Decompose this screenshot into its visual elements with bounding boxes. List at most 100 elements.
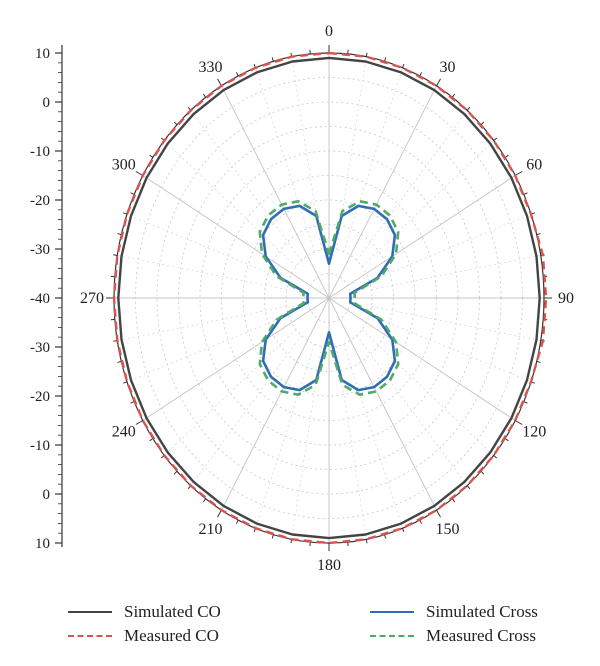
angle-tick-mark xyxy=(117,360,122,363)
angle-tick-mark xyxy=(402,63,405,68)
grid-spoke xyxy=(328,175,516,299)
legend-label: Measured CO xyxy=(124,626,219,645)
angle-tick-mark xyxy=(493,455,498,459)
series-line-measured-co xyxy=(112,51,548,545)
radial-tick-label: -30 xyxy=(30,340,50,356)
angle-tick-label: 30 xyxy=(440,59,456,76)
grid-spoke xyxy=(221,297,330,511)
angle-tick-mark xyxy=(466,485,471,490)
angle-tick-mark xyxy=(514,420,523,425)
angle-tick-label: 330 xyxy=(199,59,223,76)
angle-tick-mark xyxy=(436,78,441,87)
radial-tick-label: -40 xyxy=(30,291,50,307)
angle-tick-label: 270 xyxy=(80,290,104,307)
grid-spoke-minor xyxy=(255,67,315,253)
legend-swatch xyxy=(370,635,414,637)
angle-tick-label: 180 xyxy=(317,557,341,574)
legend-label: Measured Cross xyxy=(426,626,537,645)
angle-tick-label: 300 xyxy=(112,157,136,174)
grid-spoke-minor xyxy=(190,335,302,486)
angle-tick-mark xyxy=(235,519,239,524)
grid-spoke-minor xyxy=(343,67,403,253)
legend-item-measured-co: Measured CO xyxy=(68,626,219,646)
angle-tick-mark xyxy=(271,534,274,539)
grid-spoke-minor xyxy=(126,314,289,383)
angle-tick-mark xyxy=(451,93,456,98)
radial-tick-label: -20 xyxy=(30,193,50,209)
series-line-simulated-co xyxy=(117,56,541,540)
angle-tick-label: 0 xyxy=(325,23,333,40)
angle-tick-mark xyxy=(402,528,405,533)
legend-swatch xyxy=(68,611,112,613)
angle-tick-mark xyxy=(384,57,387,62)
radial-tick-label: -20 xyxy=(30,389,50,405)
radial-tick-label: -30 xyxy=(30,242,50,258)
grid-spoke xyxy=(142,297,330,421)
angle-tick-mark xyxy=(451,498,456,503)
legend-item-simulated-co: Simulated CO xyxy=(68,602,221,622)
angle-tick-mark xyxy=(149,438,154,442)
angle-tick-mark xyxy=(493,137,498,141)
angle-tick-mark xyxy=(365,539,368,544)
series-line-simulated-cross xyxy=(261,204,397,392)
radial-tick-label: 0 xyxy=(43,95,51,111)
legend: Simulated CO Measured CO Simulated Cross… xyxy=(0,598,600,658)
angle-tick-label: 60 xyxy=(526,157,542,174)
angle-tick-mark xyxy=(130,401,135,404)
angle-tick-mark xyxy=(130,192,135,195)
grid-spoke xyxy=(328,297,516,421)
angle-tick-label: 150 xyxy=(436,521,460,538)
grid-spoke-minor xyxy=(361,140,494,267)
grid-spoke-minor xyxy=(126,213,289,282)
grid-spoke-minor xyxy=(164,329,297,456)
angle-tick-mark xyxy=(480,470,485,475)
angle-tick-label: 240 xyxy=(112,424,136,441)
grid-spoke-minor xyxy=(255,343,315,529)
angle-tick-mark xyxy=(504,154,509,158)
angle-tick-mark xyxy=(135,420,144,425)
angle-tick-mark xyxy=(384,534,387,539)
angle-tick-mark xyxy=(149,154,154,158)
grid-spoke xyxy=(328,85,437,299)
angle-tick-mark xyxy=(117,233,122,236)
legend-swatch xyxy=(68,635,112,637)
grid-spoke xyxy=(142,175,330,299)
angle-tick-mark xyxy=(523,192,528,195)
grid-spoke-minor xyxy=(190,110,302,261)
radial-tick-label: -10 xyxy=(30,144,50,160)
angle-tick-mark xyxy=(202,93,207,98)
grid-spoke-minor xyxy=(343,343,403,529)
angle-tick-mark xyxy=(536,360,541,363)
angle-tick-mark xyxy=(271,57,274,62)
grid-spoke-minor xyxy=(356,110,468,261)
angle-tick-label: 90 xyxy=(558,290,574,307)
angle-tick-label: 210 xyxy=(199,521,223,538)
legend-item-simulated-cross: Simulated Cross xyxy=(370,602,538,622)
angle-tick-mark xyxy=(504,438,509,442)
grid-spoke-minor xyxy=(371,255,541,290)
grid-spoke xyxy=(328,297,437,511)
radial-tick-label: 10 xyxy=(35,46,50,62)
angle-tick-mark xyxy=(217,78,222,87)
legend-item-measured-cross: Measured Cross xyxy=(370,626,536,646)
polar-chart: 0 30 60 90 120 150 180 210 240 270 300 330 10 0 -10 -20… xyxy=(30,23,574,574)
angle-tick-mark xyxy=(466,106,471,111)
grid-spoke-minor xyxy=(371,306,541,341)
legend-swatch xyxy=(370,611,414,613)
angle-tick-mark xyxy=(202,498,207,503)
legend-label: Simulated CO xyxy=(124,602,221,621)
grid-spoke-minor xyxy=(361,329,494,456)
angle-tick-mark xyxy=(123,381,128,384)
legend-label: Simulated Cross xyxy=(426,602,538,621)
angle-tick-mark xyxy=(135,171,144,176)
angle-tick-mark xyxy=(419,519,423,524)
angle-tick-mark xyxy=(536,233,541,236)
grid-spoke-minor xyxy=(117,255,287,290)
angle-tick-mark xyxy=(113,254,118,256)
grid-spoke-minor xyxy=(164,140,297,267)
grid-spoke-minor xyxy=(369,213,532,282)
grid-spoke-minor xyxy=(117,306,287,341)
angle-tick-mark xyxy=(365,52,368,57)
angle-tick-mark xyxy=(514,171,523,176)
angle-tick-mark xyxy=(217,509,222,518)
